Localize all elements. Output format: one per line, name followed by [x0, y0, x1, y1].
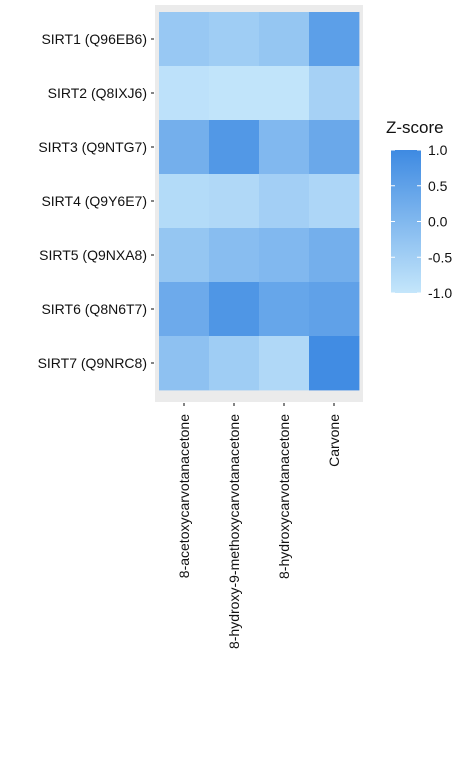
heatmap-cell-sirt1-col-4	[309, 12, 360, 67]
x-tick-label: 8-hydroxycarvotanacetone	[276, 414, 292, 579]
heatmap-cell-sirt5-col-2	[209, 228, 260, 283]
colorbar-tick-label: -1.0	[428, 285, 452, 301]
colorbar-tick-label: -0.5	[428, 249, 452, 265]
heatmap-cell-sirt2-col-1	[159, 66, 210, 121]
colorbar	[391, 150, 421, 293]
heatmap-cell-sirt4-col-3	[259, 174, 310, 229]
x-tick-label: 8-hydroxy-9-methoxycarvotanacetone	[226, 414, 242, 649]
heatmap-cell-sirt3-col-2	[209, 120, 260, 175]
colorbar-title: Z-score	[386, 118, 444, 137]
heatmap-cell-sirt7-col-4	[309, 336, 360, 391]
heatmap-cell-sirt7-col-1	[159, 336, 210, 391]
y-tick-label: SIRT1 (Q96EB6)	[41, 31, 147, 47]
heatmap-cell-sirt5-col-4	[309, 228, 360, 283]
heatmap-cell-sirt4-col-2	[209, 174, 260, 229]
y-tick-label: SIRT3 (Q9NTG7)	[38, 139, 147, 155]
y-tick-label: SIRT7 (Q9NRC8)	[38, 355, 147, 371]
heatmap-cell-sirt6-col-3	[259, 282, 310, 337]
heatmap-cell-sirt5-col-1	[159, 228, 210, 283]
y-tick-label: SIRT4 (Q9Y6E7)	[41, 193, 147, 209]
heatmap-cell-sirt5-col-3	[259, 228, 310, 283]
colorbar-tick-label: 0.5	[428, 178, 448, 194]
heatmap-cell-sirt7-col-3	[259, 336, 310, 391]
heatmap-cell-sirt6-col-2	[209, 282, 260, 337]
heatmap-cell-sirt3-col-4	[309, 120, 360, 175]
heatmap-cell-sirt1-col-3	[259, 12, 310, 67]
y-tick-label: SIRT2 (Q8IXJ6)	[48, 85, 147, 101]
heatmap-cell-sirt1-col-2	[209, 12, 260, 67]
heatmap-cell-sirt1-col-1	[159, 12, 210, 67]
colorbar-tick-label: 1.0	[428, 142, 448, 158]
y-tick-label: SIRT5 (Q9NXA8)	[39, 247, 147, 263]
heatmap-cell-sirt7-col-2	[209, 336, 260, 391]
heatmap-cell-sirt6-col-4	[309, 282, 360, 337]
heatmap-cell-sirt4-col-4	[309, 174, 360, 229]
colorbar-tick-label: 0.0	[428, 214, 448, 230]
heatmap-cell-sirt3-col-3	[259, 120, 310, 175]
heatmap-cell-sirt2-col-2	[209, 66, 260, 121]
heatmap-cell-sirt6-col-1	[159, 282, 210, 337]
heatmap-cell-sirt3-col-1	[159, 120, 210, 175]
heatmap-cell-sirt2-col-4	[309, 66, 360, 121]
heatmap-cell-sirt2-col-3	[259, 66, 310, 121]
x-tick-label: Carvone	[326, 414, 342, 467]
heatmap-cell-sirt4-col-1	[159, 174, 210, 229]
x-tick-label: 8-acetoxycarvotanacetone	[176, 414, 192, 578]
y-tick-label: SIRT6 (Q8N6T7)	[41, 301, 147, 317]
